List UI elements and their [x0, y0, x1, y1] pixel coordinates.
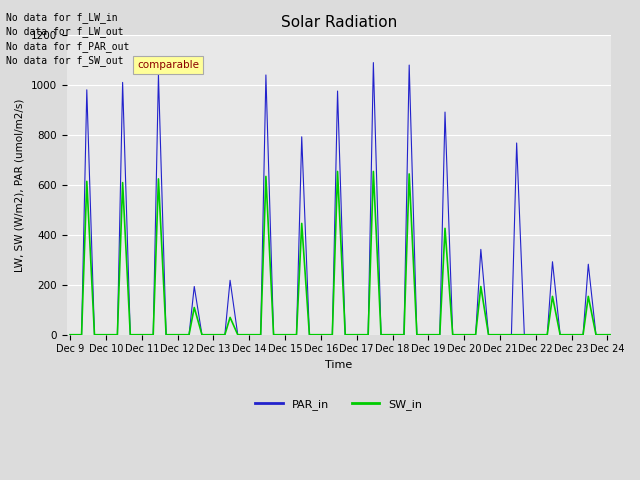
Y-axis label: LW, SW (W/m2), PAR (umol/m2/s): LW, SW (W/m2), PAR (umol/m2/s): [15, 98, 25, 272]
Text: No data for f_SW_out: No data for f_SW_out: [6, 55, 124, 66]
Legend: PAR_in, SW_in: PAR_in, SW_in: [251, 394, 427, 414]
X-axis label: Time: Time: [325, 360, 353, 370]
Title: Solar Radiation: Solar Radiation: [281, 15, 397, 30]
Text: No data for f_LW_out: No data for f_LW_out: [6, 26, 124, 37]
Text: comparable: comparable: [138, 60, 199, 70]
Text: No data for f_LW_in: No data for f_LW_in: [6, 12, 118, 23]
Text: No data for f_PAR_out: No data for f_PAR_out: [6, 41, 130, 52]
